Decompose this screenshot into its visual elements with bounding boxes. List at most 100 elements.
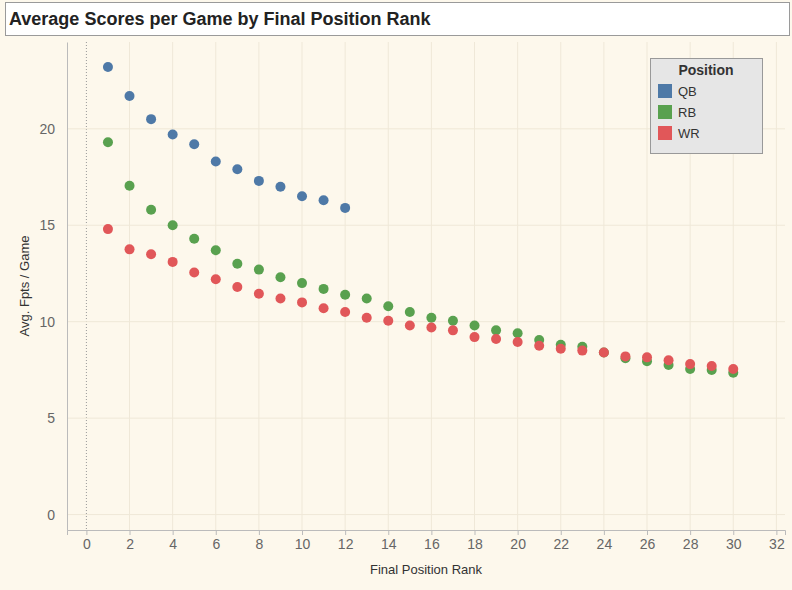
legend-swatch	[658, 105, 672, 119]
x-tick: 10	[295, 530, 311, 552]
legend-swatch	[658, 126, 672, 140]
grid-line-x	[345, 42, 346, 530]
point[interactable]	[426, 322, 436, 332]
title: Average Scores per Game by Final Positio…	[9, 9, 431, 29]
point[interactable]	[211, 245, 221, 255]
point[interactable]	[254, 176, 264, 186]
point[interactable]	[491, 334, 501, 344]
point[interactable]	[125, 244, 135, 254]
x-tick-label: 8	[255, 536, 263, 552]
point[interactable]	[275, 272, 285, 282]
grid-line-x	[431, 42, 432, 530]
point[interactable]	[146, 205, 156, 215]
point[interactable]	[146, 114, 156, 124]
point[interactable]	[254, 289, 264, 299]
point[interactable]	[448, 316, 458, 326]
point[interactable]	[211, 157, 221, 167]
point[interactable]	[362, 294, 372, 304]
series-qb	[103, 62, 350, 213]
point[interactable]	[599, 348, 609, 358]
point[interactable]	[620, 351, 630, 361]
x-tick-mark	[431, 530, 432, 535]
point[interactable]	[426, 313, 436, 323]
y-tick-label: 0	[47, 507, 55, 523]
grid	[67, 42, 785, 530]
point[interactable]	[470, 332, 480, 342]
point[interactable]	[599, 348, 609, 358]
x-tick-mark	[388, 530, 389, 535]
point[interactable]	[189, 267, 199, 277]
point[interactable]	[297, 278, 307, 288]
point[interactable]	[577, 346, 587, 356]
point[interactable]	[340, 203, 350, 213]
point[interactable]	[405, 321, 415, 331]
x-tick-label: 10	[295, 536, 311, 552]
point[interactable]	[405, 307, 415, 317]
x-tick: 20	[510, 530, 526, 552]
point[interactable]	[534, 341, 544, 351]
x-axis: 02468101214161820222426283032	[68, 530, 786, 552]
point[interactable]	[491, 325, 501, 335]
point[interactable]	[383, 316, 393, 326]
x-tick-label: 24	[597, 536, 613, 552]
x-tick: 28	[683, 530, 699, 552]
background	[0, 0, 792, 590]
grid-line-y	[67, 418, 785, 419]
point[interactable]	[275, 182, 285, 192]
point[interactable]	[189, 139, 199, 149]
point[interactable]	[685, 359, 695, 369]
legend-label: QB	[678, 84, 697, 99]
point[interactable]	[254, 265, 264, 275]
point[interactable]	[275, 294, 285, 304]
point[interactable]	[297, 191, 307, 201]
point[interactable]	[168, 220, 178, 230]
point[interactable]	[232, 259, 242, 269]
x-tick-mark	[216, 530, 217, 535]
point[interactable]	[664, 355, 674, 365]
x-tick: 32	[769, 530, 785, 552]
point[interactable]	[319, 284, 329, 294]
x-tick: 4	[169, 530, 177, 552]
point[interactable]	[232, 282, 242, 292]
point[interactable]	[362, 313, 372, 323]
point[interactable]	[556, 344, 566, 354]
point[interactable]	[103, 224, 113, 234]
point[interactable]	[728, 364, 738, 374]
point[interactable]	[103, 62, 113, 72]
x-tick-mark	[302, 530, 303, 535]
grid-line-x	[86, 42, 87, 530]
point[interactable]	[470, 321, 480, 331]
grid-line-x	[215, 42, 216, 530]
x-tick: 0	[83, 530, 91, 552]
point[interactable]	[340, 307, 350, 317]
point[interactable]	[232, 164, 242, 174]
point[interactable]	[297, 297, 307, 307]
x-tick-mark	[130, 530, 131, 535]
point[interactable]	[513, 328, 523, 338]
x-axis-title: Final Position Rank	[370, 562, 482, 577]
point[interactable]	[103, 137, 113, 147]
point[interactable]	[125, 91, 135, 101]
point[interactable]	[448, 325, 458, 335]
x-tick-label: 18	[467, 536, 483, 552]
point[interactable]	[125, 181, 135, 191]
point[interactable]	[513, 337, 523, 347]
point[interactable]	[168, 257, 178, 267]
x-tick: 16	[424, 530, 440, 552]
point[interactable]	[707, 361, 717, 371]
x-tick-mark	[647, 530, 648, 535]
x-tick-mark	[173, 530, 174, 535]
y-tick: 5	[47, 410, 67, 426]
series-wr	[103, 224, 738, 374]
point[interactable]	[340, 290, 350, 300]
point[interactable]	[383, 301, 393, 311]
point[interactable]	[189, 234, 199, 244]
point[interactable]	[211, 274, 221, 284]
point[interactable]	[319, 303, 329, 313]
point[interactable]	[146, 249, 156, 259]
point[interactable]	[319, 195, 329, 205]
x-tick: 6	[212, 530, 220, 552]
point[interactable]	[168, 130, 178, 140]
grid-line-x	[517, 42, 518, 530]
point[interactable]	[642, 352, 652, 362]
